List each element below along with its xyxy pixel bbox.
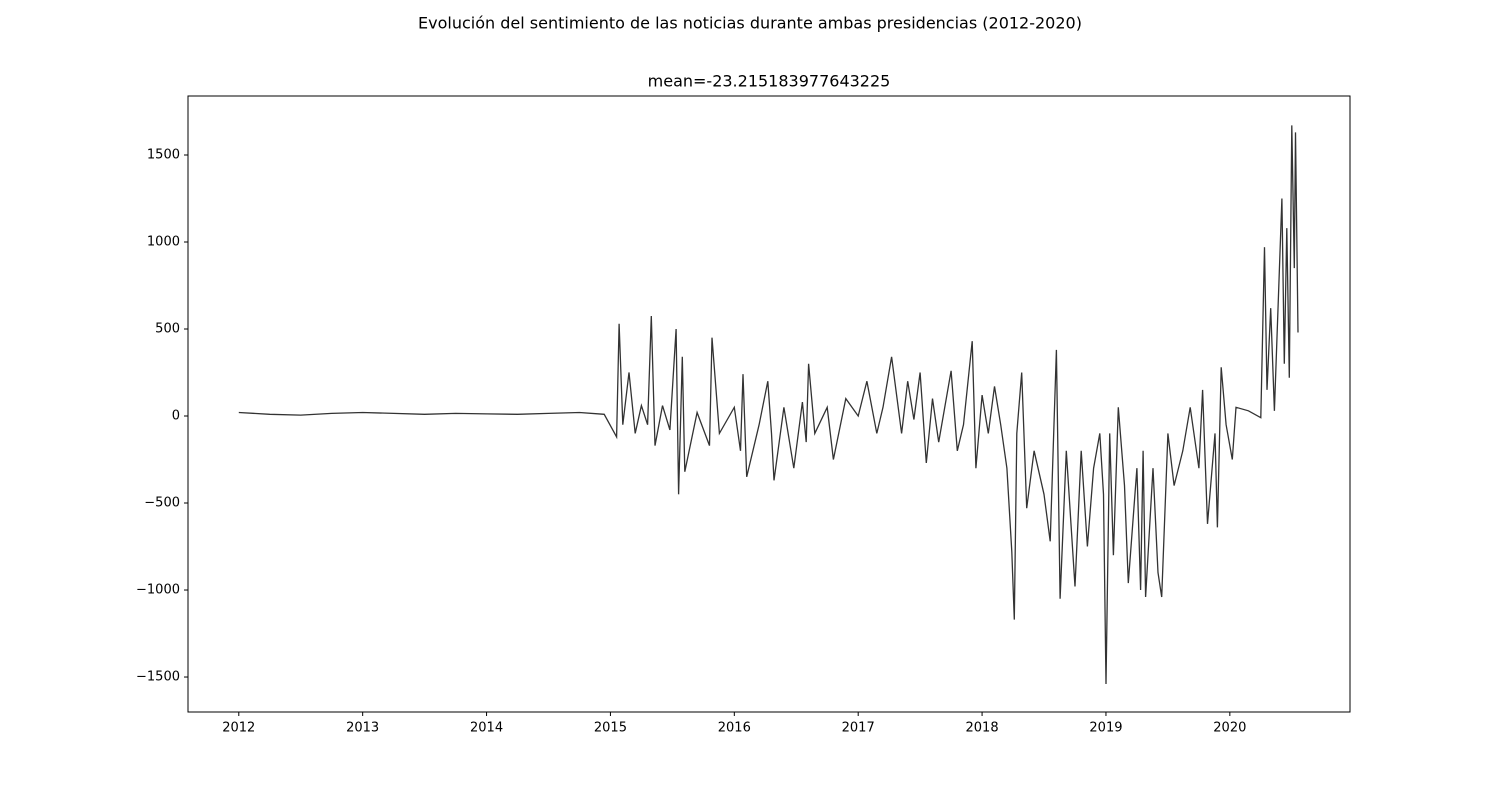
y-tick-label: 500 [155,322,180,337]
x-tick-label: 2012 [222,721,255,736]
chart-title: mean=-23.215183977643225 [648,72,891,91]
x-tick-label: 2015 [594,721,627,736]
y-tick-label: −500 [144,496,180,511]
x-tick-label: 2017 [842,721,875,736]
figure-title: Evolución del sentimiento de las noticia… [418,14,1082,33]
x-tick-label: 2013 [346,721,379,736]
plot-frame [187,95,1351,713]
x-tick-label: 2019 [1089,721,1122,736]
y-tick-label: −1000 [136,583,180,598]
y-tick-label: 1500 [147,147,180,162]
y-tick-label: −1500 [136,670,180,685]
x-tick-label: 2020 [1213,721,1246,736]
x-tick-label: 2016 [718,721,751,736]
series-line [238,125,1299,685]
y-tick-label: 1000 [147,234,180,249]
x-tick-label: 2014 [470,721,503,736]
x-tick-label: 2018 [966,721,999,736]
y-tick-label: 0 [172,409,180,424]
